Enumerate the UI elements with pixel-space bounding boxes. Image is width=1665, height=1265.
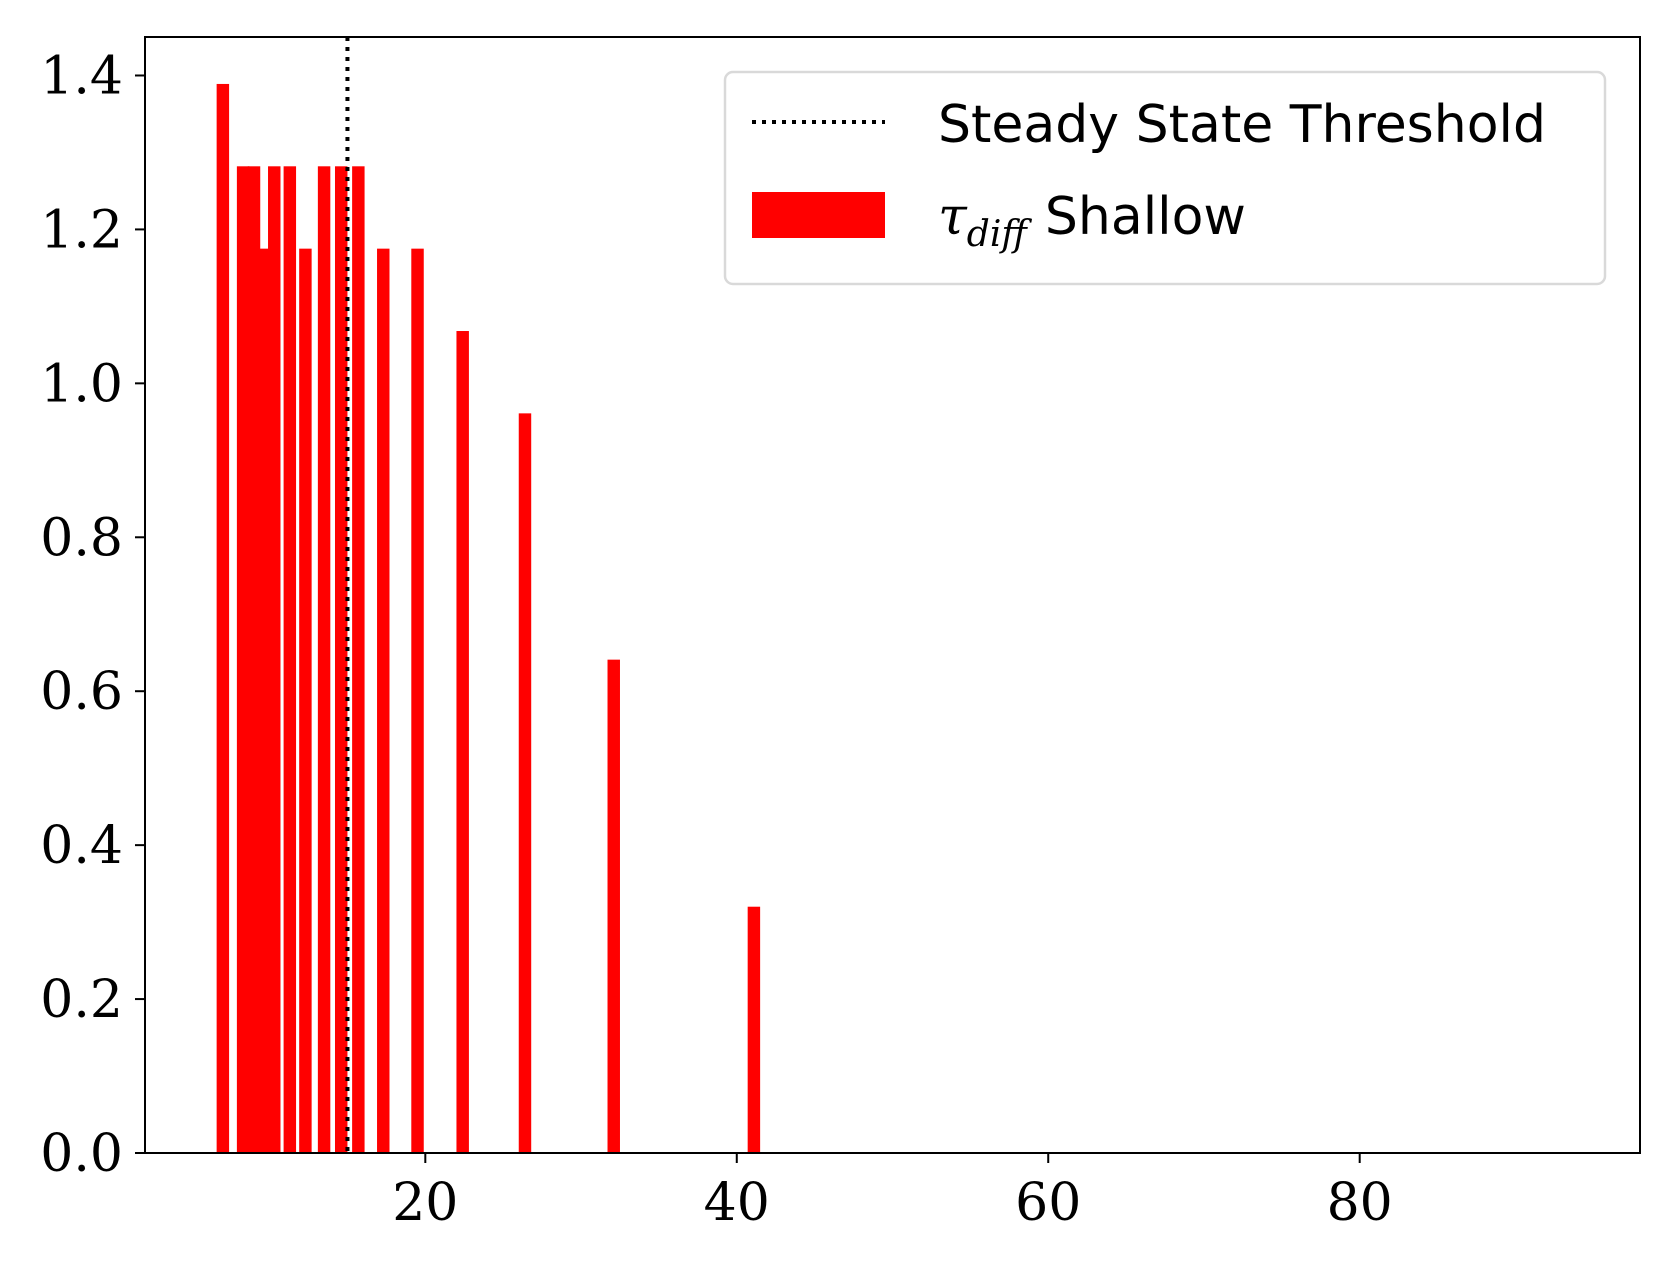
legend-threshold-label: Steady State Threshold — [938, 95, 1546, 155]
y-tick-label: 0.8 — [40, 508, 123, 568]
legend: Steady State Threshold τdiff Shallow — [723, 70, 1607, 286]
y-tick-label: 1.2 — [40, 200, 123, 260]
bar — [236, 166, 250, 1153]
bar — [377, 248, 390, 1154]
y-tick-label: 0.4 — [40, 816, 123, 876]
legend-box — [723, 70, 1607, 286]
y-tick-label: 0.2 — [40, 970, 123, 1030]
bar — [456, 331, 469, 1153]
bar — [334, 166, 348, 1153]
bar — [352, 166, 365, 1153]
bar — [607, 659, 620, 1153]
plot-frame — [144, 36, 1641, 1154]
bar — [411, 248, 424, 1154]
bar — [257, 248, 270, 1154]
bar — [299, 248, 312, 1154]
x-axis: 20 40 60 80 — [392, 1153, 1393, 1233]
bar — [268, 166, 281, 1153]
bar — [216, 83, 230, 1153]
bars-layer — [216, 83, 761, 1154]
legend-series-label: τdiff Shallow — [938, 187, 1246, 255]
legend-series-base: Shallow — [1045, 187, 1246, 247]
bar — [518, 413, 532, 1153]
bar — [747, 906, 761, 1153]
y-tick-label: 1.0 — [40, 354, 123, 414]
legend-series-swatch — [752, 192, 885, 238]
y-tick-label: 0.6 — [40, 662, 123, 722]
x-tick-label: 60 — [1015, 1173, 1081, 1233]
legend-series-symbol: τ — [938, 187, 968, 247]
x-tick-label: 20 — [392, 1173, 458, 1233]
y-tick-label: 1.4 — [40, 46, 123, 106]
legend-series-subscript: diff — [967, 214, 1033, 255]
bar — [317, 166, 331, 1153]
y-axis: 0.0 0.2 0.4 0.6 0.8 1.0 1.2 1.4 — [40, 46, 145, 1184]
x-tick-label: 40 — [704, 1173, 770, 1233]
x-tick-label: 80 — [1327, 1173, 1393, 1233]
bar — [283, 166, 297, 1153]
y-tick-label: 0.0 — [40, 1124, 123, 1184]
